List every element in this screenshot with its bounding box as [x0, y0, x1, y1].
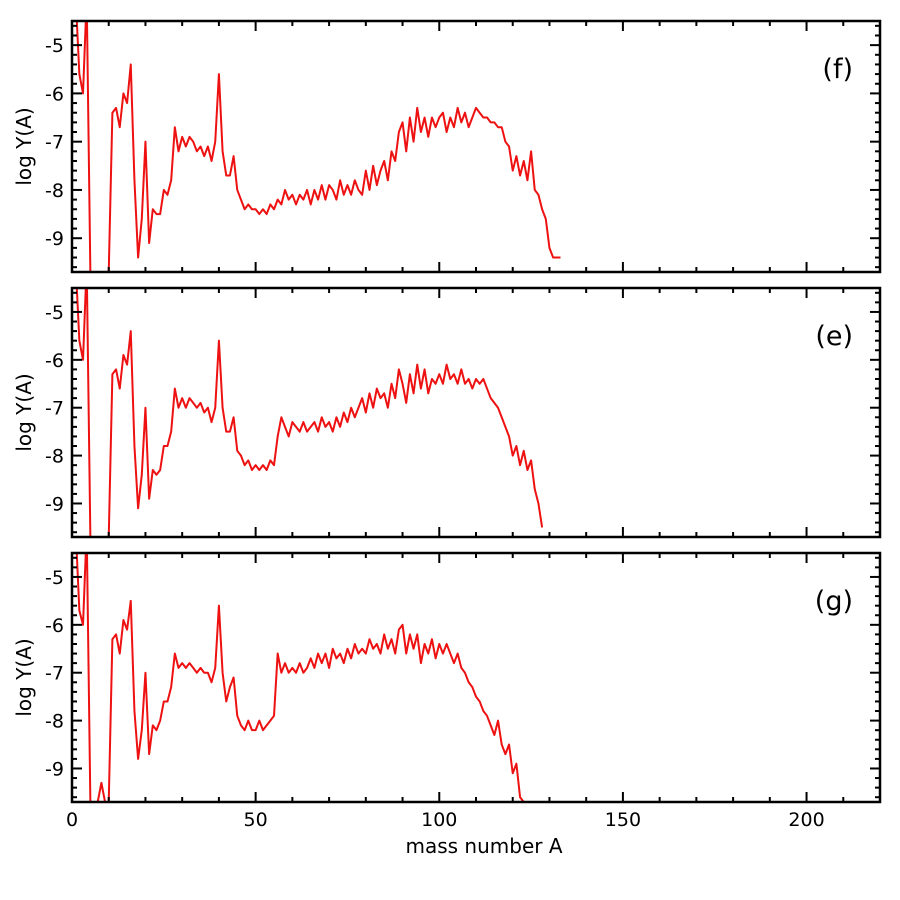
- panel-label: (e): [815, 321, 853, 352]
- series-line: [75, 553, 525, 802]
- y-tick-label: -6: [45, 615, 64, 637]
- y-tick-label: -5: [45, 35, 64, 57]
- series-line: [75, 21, 561, 272]
- y-tick-label: -8: [45, 446, 64, 468]
- y-tick-label: -6: [45, 83, 64, 105]
- panel-e: -9 -8 -7 -6 -5 log Y(A) (e): [12, 286, 882, 539]
- x-tick-label: 100: [421, 809, 457, 831]
- y-tick-label: -5: [45, 567, 64, 589]
- plot-frame: [70, 286, 882, 539]
- y-tick-label: -8: [45, 711, 64, 733]
- y-tick-label: -6: [45, 350, 64, 372]
- y-tick-label: -9: [45, 493, 64, 515]
- x-tick-label: 0: [66, 809, 78, 831]
- y-axis-title: log Y(A): [12, 373, 36, 451]
- series-line: [75, 288, 544, 537]
- y-tick-label: -7: [45, 398, 64, 420]
- x-tick-label: 200: [788, 809, 824, 831]
- x-axis-title: mass number A: [405, 834, 562, 858]
- plot-frame: [70, 19, 882, 274]
- y-tick-label: -7: [45, 132, 64, 154]
- x-tick-label: 150: [605, 809, 641, 831]
- x-tick-label: 50: [244, 809, 268, 831]
- y-tick-label: -9: [45, 758, 64, 780]
- plot-frame: [70, 551, 882, 804]
- y-tick-label: -7: [45, 663, 64, 685]
- y-tick-label: -9: [45, 228, 64, 250]
- y-axis-title: log Y(A): [12, 638, 36, 716]
- y-axis-title: log Y(A): [12, 107, 36, 185]
- y-tick-label: -5: [45, 302, 64, 324]
- panel-f: -9 -8 -7 -6 -5 log Y(A) (f): [12, 19, 882, 274]
- panel-label: (g): [815, 586, 853, 617]
- panel-g: -9 -8 -7 -6 -5 0 50 100 150 200 mass number A log Y…: [12, 551, 882, 858]
- panel-label: (f): [822, 54, 853, 85]
- y-tick-label: -8: [45, 180, 64, 202]
